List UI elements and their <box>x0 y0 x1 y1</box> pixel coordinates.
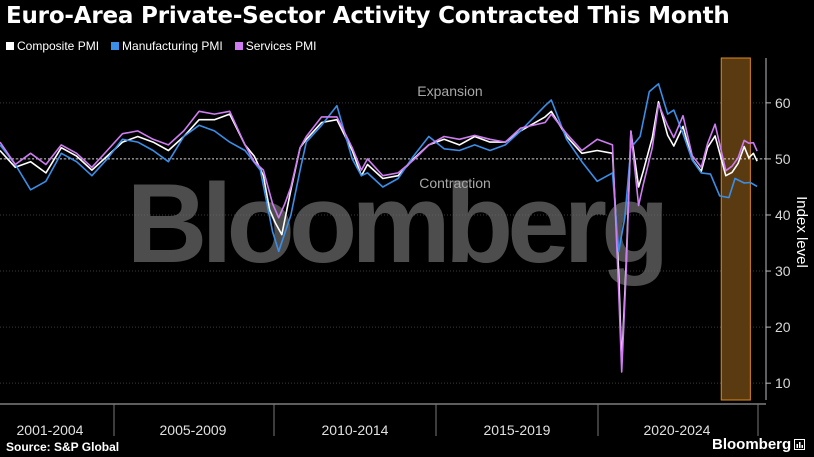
y-tick-label: 30 <box>775 263 791 279</box>
legend-item-manufacturing: Manufacturing PMI <box>111 39 223 53</box>
legend-item-services: Services PMI <box>234 39 317 53</box>
y-tick-label: 10 <box>775 375 791 391</box>
legend-item-composite: Composite PMI <box>6 39 99 53</box>
y-tick-label: 50 <box>775 151 791 167</box>
bloomberg-logo: Bloomberg <box>712 436 806 453</box>
series-line-2 <box>0 103 758 373</box>
chart-title: Euro-Area Private-Sector Activity Contra… <box>6 3 730 29</box>
watermark: Bloomberg <box>126 161 663 286</box>
annotation-contraction: Contraction <box>419 175 491 191</box>
legend: Composite PMI Manufacturing PMI Services… <box>6 39 316 53</box>
brand-text: Bloomberg <box>712 436 792 453</box>
y-tick-label: 40 <box>775 207 791 223</box>
legend-swatch-manufacturing <box>111 42 120 50</box>
y-tick-label: 60 <box>775 95 791 111</box>
x-group-label: 2015-2019 <box>484 422 551 438</box>
y-axis-label: Index level <box>793 196 810 268</box>
x-group-label: 2001-2004 <box>17 422 84 438</box>
y-tick-label: 20 <box>775 319 791 335</box>
annotation-expansion: Expansion <box>417 83 482 99</box>
series-line-1 <box>0 83 758 253</box>
legend-label-manufacturing: Manufacturing PMI <box>122 39 223 53</box>
source-note: Source: S&P Global <box>6 440 120 454</box>
bloomberg-terminal-icon <box>794 439 806 450</box>
x-group-label: 2020-2024 <box>644 422 711 438</box>
legend-label-services: Services PMI <box>245 39 317 53</box>
highlight-band <box>720 57 751 401</box>
x-group-label: 2005-2009 <box>160 422 227 438</box>
legend-swatch-services <box>234 42 243 50</box>
legend-swatch-composite <box>6 42 14 50</box>
x-group-label: 2010-2014 <box>322 422 389 438</box>
legend-label-composite: Composite PMI <box>17 39 100 53</box>
